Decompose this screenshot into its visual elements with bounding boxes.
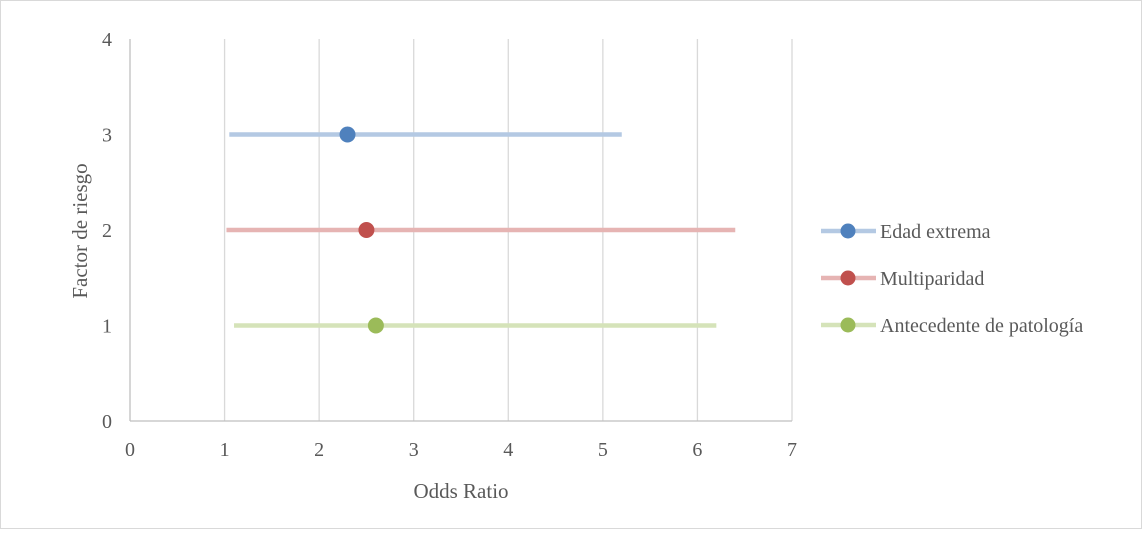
x-axis-title: Odds Ratio (413, 479, 508, 503)
x-tick-label: 4 (503, 439, 513, 461)
y-axis-title: Factor de riesgo (68, 163, 92, 298)
or-point (358, 222, 375, 238)
legend: Edad extrema Multiparidad Antecedente de p… (821, 221, 1083, 337)
y-tick-label: 3 (102, 125, 112, 147)
legend-label: Antecedente de patología (880, 315, 1083, 337)
y-tick-label: 1 (102, 316, 112, 338)
y-tick-label: 0 (102, 411, 112, 433)
legend-label: Multiparidad (880, 268, 984, 290)
x-tick-label: 6 (692, 439, 702, 461)
x-tick-label: 1 (220, 439, 230, 461)
or-point (367, 317, 384, 334)
x-tick-label: 7 (787, 439, 797, 461)
or-point (339, 126, 356, 143)
y-tick-label: 2 (102, 220, 112, 242)
x-tick-label: 3 (409, 439, 419, 461)
x-tick-label: 5 (598, 439, 608, 461)
legend-marker (840, 317, 856, 333)
x-tick-label: 2 (314, 439, 324, 461)
legend-marker (840, 223, 856, 239)
y-tick-label: 4 (102, 29, 112, 51)
axes: Odds Ratio Factor de riesgo 0 1 2 3 4 5 6 7 0 1 2 3… (68, 29, 797, 503)
legend-label: Edad extrema (880, 221, 991, 243)
legend-marker (840, 270, 856, 286)
series (226, 126, 736, 334)
x-tick-label: 0 (125, 439, 135, 461)
